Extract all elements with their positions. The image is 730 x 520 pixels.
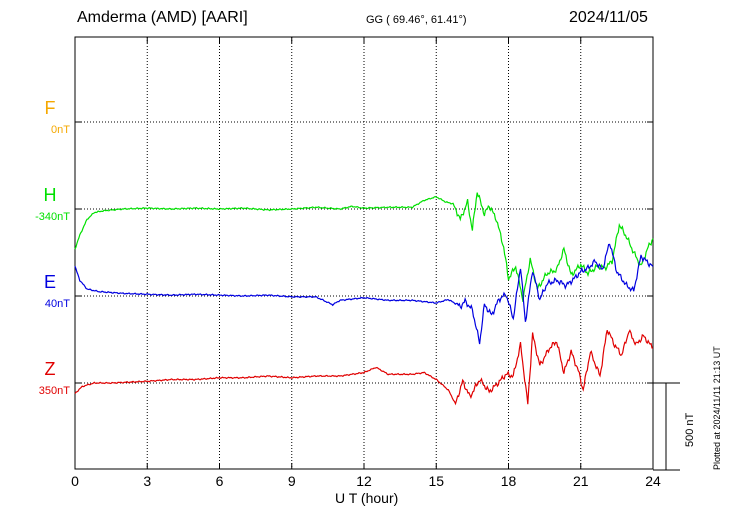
x-tick-label: 3: [143, 473, 151, 489]
vertical-gridlines: [146, 37, 582, 469]
plotted-note: Plotted at 2024/11/11 21:13 UT: [712, 346, 722, 470]
x-tick-label: 24: [645, 473, 661, 489]
x-tick-label: 6: [216, 473, 224, 489]
scale-bar-label: 500 nT: [684, 412, 696, 447]
scale-bar: [653, 382, 680, 471]
series-name-h: H: [43, 185, 57, 205]
series-baseline-f: 0nT: [51, 124, 70, 136]
x-tick-label: 0: [71, 473, 79, 489]
series-name-f: F: [44, 98, 56, 118]
x-tick-label: 21: [573, 473, 589, 489]
station-coordinates: GG ( 69.46°, 61.41°): [366, 14, 467, 26]
series-line-h: [74, 192, 654, 303]
chart-date: 2024/11/05: [569, 9, 648, 26]
x-tick-label: 18: [501, 473, 517, 489]
series-lines: [74, 192, 654, 406]
x-tick-label: 12: [356, 473, 372, 489]
series-line-e: [74, 243, 654, 345]
series-name-z: Z: [44, 359, 56, 379]
series-baseline-z: 350nT: [38, 385, 70, 397]
x-tick-label: 9: [288, 473, 296, 489]
series-name-e: E: [43, 272, 56, 292]
x-tick-label: 15: [428, 473, 444, 489]
series-baseline-h: -340nT: [35, 211, 70, 223]
series-line-z: [74, 329, 654, 406]
series-baseline-e: 40nT: [44, 298, 70, 310]
x-axis-ticks: 0 3 6 9 12 15 18 21 24: [71, 37, 661, 489]
x-axis-label: U T (hour): [335, 490, 399, 506]
station-title: Amderma (AMD) [AARI]: [77, 9, 248, 26]
